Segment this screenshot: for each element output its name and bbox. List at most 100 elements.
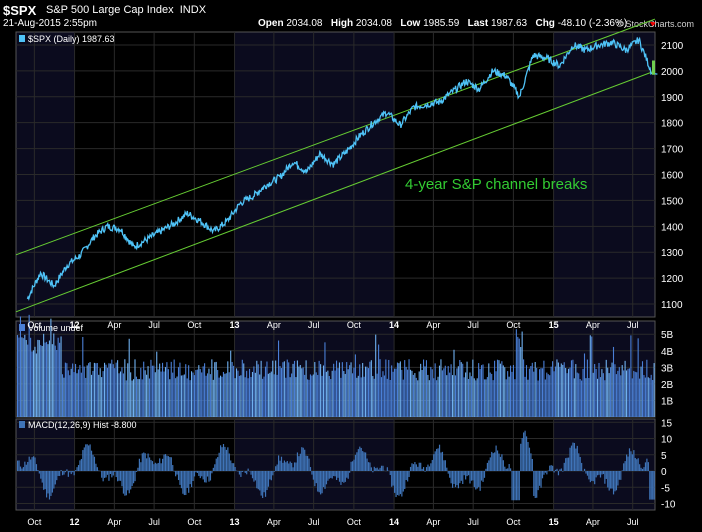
x-tick-label-top: Oct [27, 320, 42, 330]
volume-bar [528, 368, 530, 417]
macd-hist-bar [275, 466, 277, 471]
x-tick-label-bottom: Apr [267, 517, 281, 527]
macd-hist-bar [540, 471, 542, 488]
macd-hist-bar [134, 471, 136, 482]
macd-hist-bar [491, 451, 493, 471]
volume-bar [537, 380, 539, 417]
macd-hist-bar [496, 450, 499, 471]
volume-bar [241, 359, 243, 417]
volume-bar [372, 376, 374, 417]
macd-hist-bar [482, 471, 484, 482]
volume-bar [465, 372, 467, 417]
macd-hist-bar [518, 471, 520, 501]
macd-hist-bar [630, 451, 632, 471]
macd-hist-bar [250, 471, 252, 475]
channel-annotation: 4-year S&P channel breaks [405, 176, 587, 193]
volume-bar [380, 377, 383, 417]
volume-bar [101, 377, 103, 417]
price-legend-swatch [19, 35, 25, 42]
macd-hist-bar [444, 460, 446, 471]
macd-hist-bar [591, 471, 593, 481]
volume-bar [60, 336, 62, 417]
volume-bar [270, 371, 272, 417]
macd-hist-bar [131, 471, 133, 486]
volume-bar [244, 377, 246, 417]
volume-bar [264, 366, 267, 417]
macd-hist-bar [626, 454, 628, 471]
volume-bar [583, 353, 586, 417]
macd-hist-bar [27, 461, 29, 471]
volume-bar [407, 369, 409, 417]
volume-bar [525, 365, 528, 417]
volume-bar [473, 378, 475, 417]
macd-hist-bar [204, 471, 206, 483]
macd-hist-bar [443, 460, 445, 471]
volume-bar [320, 364, 322, 417]
macd-hist-bar [341, 471, 343, 482]
macd-hist-bar [459, 471, 461, 484]
volume-bar [457, 366, 459, 417]
macd-hist-bar [289, 461, 291, 471]
macd-hist-bar [415, 464, 417, 471]
macd-hist-bar [647, 462, 649, 471]
volume-bar [383, 375, 385, 417]
price-tick-label: 1200 [661, 274, 684, 285]
volume-bar [466, 361, 468, 417]
volume-bar [510, 365, 512, 417]
vol-tick-label: 5B [661, 330, 674, 341]
macd-hist-bar [333, 471, 335, 477]
macd-tick-label: 0 [661, 467, 667, 478]
macd-hist-bar [185, 471, 187, 495]
macd-hist-bar [447, 471, 449, 474]
macd-hist-bar [285, 462, 287, 471]
volume-bar [189, 380, 191, 417]
macd-hist-bar [57, 471, 59, 476]
macd-hist-bar [148, 457, 151, 471]
macd-hist-bar [634, 457, 636, 471]
macd-hist-bar [581, 462, 583, 471]
macd-hist-bar [143, 452, 145, 471]
macd-hist-bar [222, 444, 225, 471]
macd-hist-bar [557, 471, 560, 476]
macd-hist-bar [597, 471, 599, 476]
volume-bar [569, 367, 571, 417]
macd-hist-bar [130, 471, 132, 490]
volume-bar [579, 379, 581, 417]
macd-hist-bar [431, 459, 433, 471]
macd-hist-bar [304, 449, 306, 471]
volume-bar [644, 377, 646, 417]
volume-bar [586, 359, 588, 417]
volume-bar [90, 374, 93, 417]
volume-bar [447, 366, 449, 417]
volume-bar [202, 366, 204, 417]
chg-label: Chg [535, 18, 555, 29]
volume-bar [34, 346, 36, 417]
macd-hist-bar [244, 471, 246, 474]
volume-bar [396, 362, 398, 417]
macd-hist-bar [569, 447, 571, 471]
volume-bar [191, 371, 193, 417]
volume-bar [472, 359, 474, 417]
macd-hist-bar [133, 471, 135, 484]
volume-bar [520, 347, 522, 417]
macd-hist-bar [543, 471, 545, 475]
volume-bar [633, 370, 635, 417]
volume-bar [360, 377, 362, 417]
volume-bar [338, 362, 340, 417]
price-tick-label: 1800 [661, 119, 684, 130]
volume-bar [243, 363, 245, 417]
volume-bar [499, 363, 501, 417]
macd-hist-bar [31, 457, 33, 471]
volume-bar [608, 373, 610, 417]
macd-hist-bar [446, 467, 448, 471]
volume-bar [511, 371, 513, 417]
volume-bar [337, 368, 339, 417]
volume-bar [119, 371, 122, 417]
x-tick-label-top: Jul [627, 320, 639, 330]
price-tick-label: 1600 [661, 171, 684, 182]
x-tick-label-bottom: Oct [187, 517, 202, 527]
macd-hist-bar [44, 471, 46, 490]
volume-bar [581, 380, 583, 417]
macd-hist-bar [628, 448, 631, 471]
volume-bar [494, 360, 496, 417]
